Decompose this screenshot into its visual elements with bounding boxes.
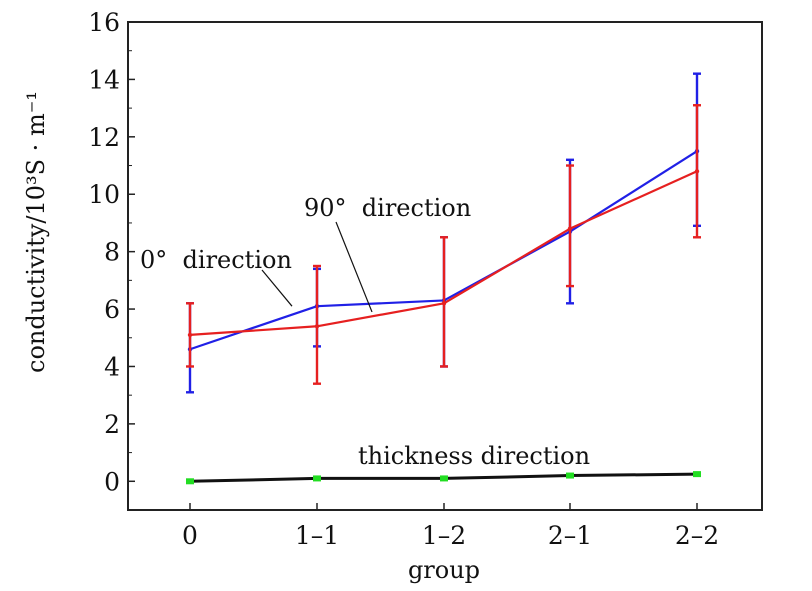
data-point (314, 324, 320, 329)
x-tick-label: 0 (182, 521, 198, 550)
y-tick-label: 8 (104, 238, 120, 267)
y-tick-label: 16 (88, 8, 120, 37)
y-axis-label: conductivity/10³S · m⁻¹ (22, 91, 50, 373)
y-tick-label: 4 (104, 352, 120, 381)
x-tick-label: 1–2 (422, 521, 466, 550)
data-point (566, 472, 574, 479)
y-tick-label: 2 (104, 410, 120, 439)
data-point (186, 478, 194, 485)
annotation-leader-0 (261, 269, 293, 307)
x-tick-label: 1–1 (295, 521, 339, 550)
x-axis-label: group (408, 556, 480, 584)
y-tick-label: 10 (88, 180, 120, 209)
y-tick-label: 6 (104, 295, 120, 324)
data-point (693, 471, 701, 478)
data-point (187, 332, 193, 338)
y-tick-label: 0 (104, 467, 120, 496)
data-point (440, 475, 448, 482)
x-tick-label: 2–1 (548, 521, 592, 550)
data-point (567, 226, 573, 231)
y-tick-label: 12 (88, 123, 120, 152)
annotation-leader-90 (335, 221, 373, 313)
data-point (313, 475, 321, 482)
data-point (694, 169, 700, 174)
annotation-thickness-direction: thickness direction (358, 442, 590, 470)
annotation-90-direction: 90° direction (304, 194, 471, 222)
plot-frame (127, 21, 763, 511)
x-tick-label: 2–2 (675, 521, 719, 550)
y-tick-label: 14 (88, 65, 120, 94)
data-point (441, 301, 447, 306)
annotation-0-direction: 0° direction (140, 246, 292, 274)
